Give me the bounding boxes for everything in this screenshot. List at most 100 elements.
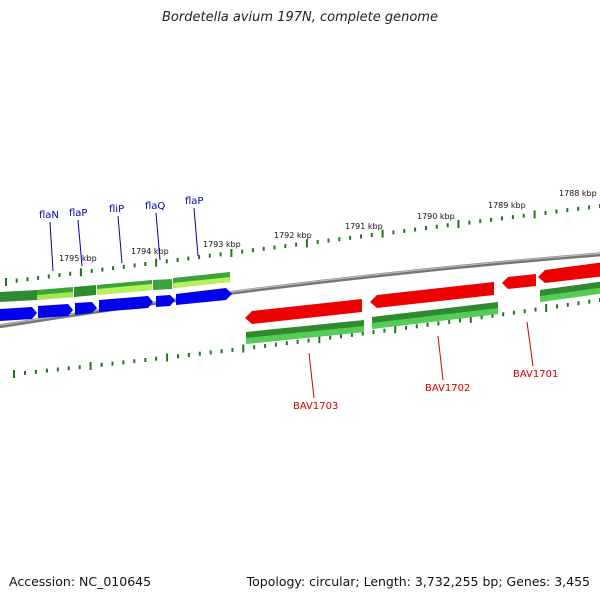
minor-tick — [588, 205, 591, 210]
minor-tick — [511, 215, 514, 220]
cds-arrow[interactable] — [502, 274, 536, 289]
cds-arrow[interactable] — [99, 296, 153, 312]
cds-arrow[interactable] — [75, 302, 97, 315]
major-tick — [155, 258, 158, 267]
major-tick — [242, 344, 245, 353]
minor-tick — [78, 365, 81, 370]
minor-tick — [350, 332, 353, 337]
minor-tick — [512, 310, 515, 315]
minor-tick — [274, 342, 277, 347]
cds-arrow[interactable] — [245, 299, 362, 324]
minor-tick — [208, 253, 211, 258]
minor-tick — [361, 331, 364, 336]
minor-tick — [295, 242, 298, 247]
cds-arrow[interactable] — [370, 282, 494, 308]
major-tick — [89, 362, 92, 370]
leader-line — [193, 207, 199, 257]
minor-tick — [491, 313, 494, 318]
major-tick — [469, 314, 472, 323]
major-tick — [230, 249, 233, 257]
minor-tick — [329, 335, 332, 340]
gene-feature[interactable] — [173, 277, 230, 288]
minor-tick — [198, 351, 201, 356]
gene-feature[interactable] — [74, 285, 96, 297]
minor-tick — [372, 330, 375, 335]
minor-tick — [502, 312, 505, 317]
tick-label: 1789 kbp — [488, 201, 526, 210]
minor-tick — [566, 302, 569, 307]
minor-tick — [273, 245, 276, 250]
minor-tick — [37, 275, 40, 280]
minor-tick — [231, 347, 234, 352]
minor-tick — [111, 361, 114, 366]
minor-tick — [588, 299, 591, 304]
minor-tick — [296, 339, 299, 344]
forward-gene-track — [0, 272, 230, 302]
minor-tick — [144, 262, 147, 266]
gene-feature[interactable] — [153, 279, 172, 290]
minor-tick — [187, 353, 190, 357]
gene-feature[interactable] — [246, 326, 364, 344]
minor-tick — [101, 267, 104, 272]
minor-tick — [241, 249, 244, 254]
leader-line — [308, 352, 315, 399]
upper-tick-ring — [5, 204, 600, 286]
minor-tick — [403, 228, 406, 233]
minor-tick — [26, 277, 29, 282]
minor-tick — [426, 322, 429, 327]
minor-tick — [219, 252, 222, 257]
gene-feature[interactable] — [97, 284, 152, 295]
minor-tick — [370, 233, 373, 237]
major-tick — [545, 304, 548, 312]
minor-tick — [414, 227, 417, 232]
cds-arrow[interactable] — [176, 288, 232, 305]
minor-tick — [501, 216, 503, 221]
minor-tick — [383, 328, 386, 333]
tick-labels: 1795 kbp 1794 kbp 1793 kbp 1792 kbp 1791… — [59, 189, 597, 263]
major-tick — [79, 268, 82, 277]
major-tick — [394, 325, 397, 334]
gene-label[interactable]: flaQ — [145, 201, 165, 212]
minor-tick — [155, 356, 158, 361]
leader-line — [117, 215, 123, 264]
minor-tick — [415, 324, 418, 329]
minor-tick — [448, 319, 451, 324]
minor-tick — [284, 244, 287, 249]
minor-tick — [45, 368, 48, 373]
cds-arrow[interactable] — [156, 295, 175, 307]
reverse-gene-labels: BAV1703 BAV1702 BAV1701 — [293, 321, 558, 412]
gene-label[interactable]: BAV1701 — [513, 369, 558, 380]
gene-feature[interactable] — [0, 290, 37, 302]
minor-tick — [544, 210, 547, 215]
gene-label[interactable]: BAV1703 — [293, 401, 338, 412]
cds-arrow[interactable] — [538, 262, 600, 283]
minor-tick — [522, 213, 525, 218]
gene-label[interactable]: flaP — [185, 196, 203, 207]
minor-tick — [566, 208, 569, 213]
gene-feature[interactable] — [372, 308, 498, 329]
gene-label[interactable]: fliP — [109, 204, 124, 215]
tick-label: 1790 kbp — [417, 212, 455, 221]
tick-label: 1792 kbp — [274, 231, 312, 240]
gene-label[interactable]: flaP — [69, 208, 87, 219]
gene-feature[interactable] — [540, 287, 600, 302]
gene-label[interactable]: BAV1702 — [425, 383, 470, 394]
gene-label[interactable]: flaN — [39, 210, 59, 221]
genome-summary: Topology: circular; Length: 3,732,255 bp… — [246, 574, 590, 589]
tick-label: 1794 kbp — [131, 247, 169, 256]
minor-tick — [556, 304, 558, 309]
major-tick — [318, 335, 321, 344]
cds-arrow[interactable] — [0, 307, 37, 321]
minor-tick — [112, 266, 115, 271]
cds-arrow[interactable] — [38, 304, 73, 318]
major-tick — [533, 210, 536, 219]
minor-tick — [90, 268, 93, 273]
minor-tick — [437, 321, 440, 326]
gene-feature[interactable] — [37, 292, 73, 300]
leader-line — [77, 219, 83, 267]
forward-gene-labels: flaN flaP fliP flaQ flaP — [39, 196, 203, 272]
minor-tick — [534, 307, 537, 312]
map-title: Bordetella avium 197N, complete genome — [162, 10, 438, 25]
major-tick — [166, 353, 169, 362]
